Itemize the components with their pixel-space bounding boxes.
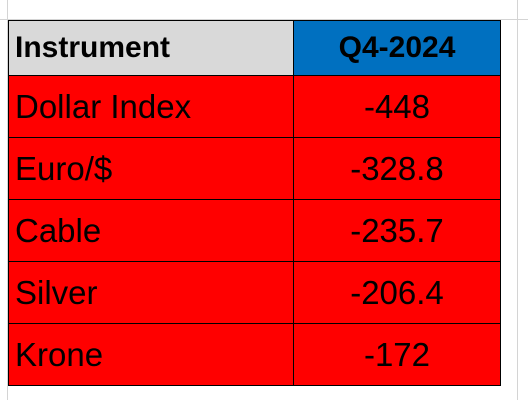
data-table: Instrument Q4-2024 Dollar Index -448 Euro/…: [8, 20, 501, 386]
table-row: Silver -206.4: [8, 261, 501, 324]
instrument-cell: Silver: [8, 261, 294, 324]
instrument-cell: Cable: [8, 199, 294, 262]
sheet-gridline: [7, 0, 8, 400]
value-cell: -172: [293, 323, 501, 386]
table-body: Dollar Index -448 Euro/$ -328.8 Cable -235.7 S…: [8, 75, 501, 386]
value-cell: -206.4: [293, 261, 501, 324]
header-row: Instrument Q4-2024: [8, 20, 501, 76]
header-cell: Q4-2024: [293, 20, 501, 76]
table-row: Cable -235.7: [8, 199, 501, 262]
sheet-gridline: [517, 0, 518, 400]
table-row: Euro/$ -328.8: [8, 137, 501, 200]
table-row: Dollar Index -448: [8, 75, 501, 138]
instrument-cell: Krone: [8, 323, 294, 386]
value-cell: -235.7: [293, 199, 501, 262]
value-cell: -448: [293, 75, 501, 138]
table-row: Krone -172: [8, 323, 501, 386]
header-cell: Instrument: [8, 20, 294, 76]
instrument-cell: Dollar Index: [8, 75, 294, 138]
value-cell: -328.8: [293, 137, 501, 200]
instrument-cell: Euro/$: [8, 137, 294, 200]
sheet-gridline: [0, 19, 528, 20]
